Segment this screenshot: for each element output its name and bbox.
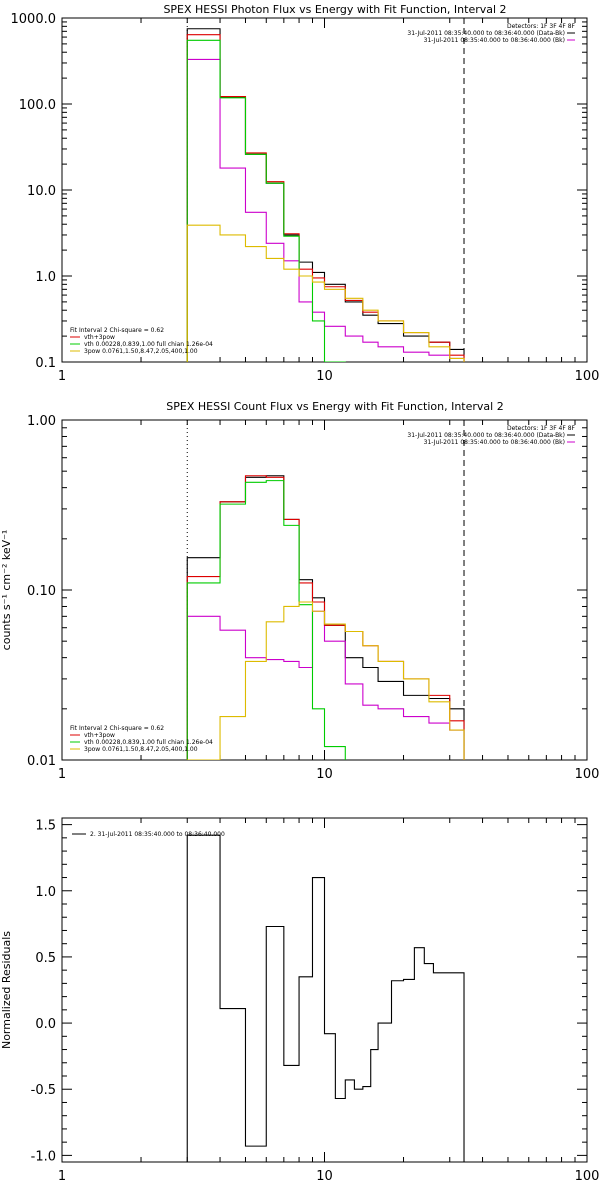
legend-entry: vth+3pow [84, 334, 115, 341]
series-line [186, 34, 465, 362]
series-line [186, 224, 465, 362]
y-tick-label: 10.0 [27, 184, 56, 199]
y-tick-label: 0.10 [27, 584, 56, 599]
legend-entry: vth 0.00228,0.839,1.00 full chian 1.26e-… [84, 341, 213, 348]
x-tick-label: 100 [575, 767, 600, 782]
x-tick-label: 10 [316, 369, 333, 384]
y-tick-label: 0.5 [35, 951, 56, 966]
chart-title: SPEX HESSI Count Flux vs Energy with Fit… [166, 400, 503, 413]
series-group [186, 475, 465, 760]
x-tick-label: 100 [575, 1169, 600, 1184]
plot-frame [61, 17, 588, 363]
series-line [186, 834, 465, 1162]
legend-entry: 31-Jul-2011 08:35:40.000 to 08:36:40.000… [424, 439, 565, 446]
legend-header: Detectors: 1F 3F 4F 8F [507, 425, 576, 432]
legend-entry: 31-Jul-2011 08:35:40.000 to 08:36:40.000… [407, 432, 565, 439]
y-tick-label: 1000.0 [11, 12, 57, 27]
x-tick-label: 1 [58, 369, 66, 384]
series-line [186, 601, 465, 760]
x-tick-label: 10 [316, 767, 333, 782]
residuals-panel: Normalized Residuals 1 10 100 -1.0 -0.5 0.0 0.… [0, 817, 600, 1184]
y-tick-label: 0.1 [35, 356, 56, 371]
photon-flux-panel: SPEX HESSI Photon Flux vs Energy with Fi… [11, 3, 600, 384]
y-tick-label: 0.0 [35, 1017, 56, 1032]
series-line [186, 475, 465, 760]
legend-entry: 3pow 0.0761,1.50,8.47,2.05,400,1.00 [84, 746, 198, 753]
legend-entry: 31-Jul-2011 08:35:40.000 to 08:36:40.000… [424, 37, 565, 44]
x-tick-label: 1 [58, 767, 66, 782]
legend-entry: 31-Jul-2011 08:35:40.000 to 08:36:40.000… [407, 30, 565, 37]
y-tick-label: 0.01 [27, 754, 56, 769]
y-tick-label: -1.0 [31, 1149, 56, 1164]
y-axis-label: counts s⁻¹ cm⁻² keV⁻¹ [0, 530, 13, 651]
y-axis-label: Normalized Residuals [0, 931, 13, 1049]
y-tick-label: 100.0 [19, 98, 56, 113]
chart-title: SPEX HESSI Photon Flux vs Energy with Fi… [163, 3, 506, 16]
series-line [186, 475, 465, 760]
series-group [186, 28, 465, 362]
y-tick-label: 1.00 [27, 414, 56, 429]
x-tick-label: 100 [575, 369, 600, 384]
legend-entry: 3pow 0.0761,1.50,8.47,2.05,400,1.00 [84, 348, 198, 355]
x-tick-label: 1 [58, 1169, 66, 1184]
series-line [186, 58, 465, 362]
series-line [186, 28, 465, 362]
y-tick-label: 1.0 [35, 885, 56, 900]
count-flux-panel: SPEX HESSI Count Flux vs Energy with Fit… [0, 400, 600, 782]
legend-entry: vth 0.00228,0.839,1.00 full chian 1.26e-… [84, 739, 213, 746]
series-line [186, 610, 465, 760]
x-tick-label: 10 [316, 1169, 333, 1184]
y-tick-label: -0.5 [31, 1083, 56, 1098]
y-tick-label: 1.5 [35, 819, 56, 834]
legend-header: Detectors: 1F 3F 4F 8F [507, 23, 576, 30]
legend-header: Fit Interval 2 Chi-square = 0.62 [70, 327, 164, 334]
y-tick-label: 1.0 [35, 270, 56, 285]
legend-entry: 2. 31-Jul-2011 08:35:40.000 to 08:36:40.… [90, 831, 225, 838]
legend-entry: vth+3pow [84, 732, 115, 739]
series-group [186, 834, 465, 1162]
legend-header: Fit Interval 2 Chi-square = 0.62 [70, 725, 164, 732]
series-line [186, 480, 346, 760]
